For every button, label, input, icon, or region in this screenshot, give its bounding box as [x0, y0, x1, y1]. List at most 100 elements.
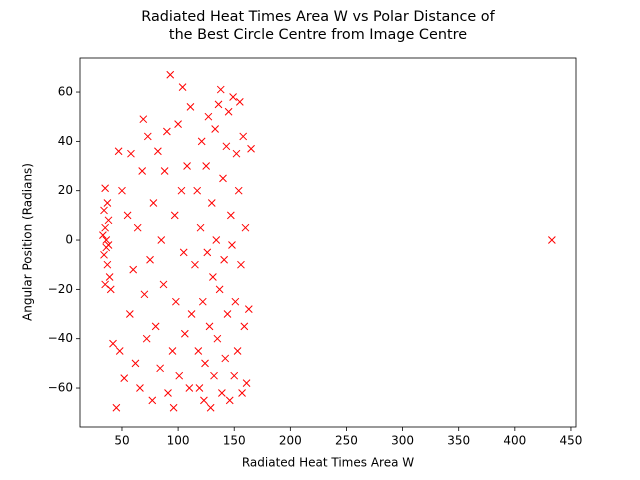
- scatter-point: [178, 83, 187, 91]
- scatter-point: [149, 199, 158, 207]
- chart-title-line: the Best Circle Centre from Image Centre: [169, 27, 467, 43]
- scatter-point: [164, 389, 172, 397]
- scatter-point: [104, 216, 113, 225]
- x-tick-label: 450: [559, 434, 582, 448]
- scatter-point: [112, 403, 121, 412]
- scatter-point: [180, 329, 189, 338]
- scatter-point: [218, 389, 226, 397]
- scatter-point: [154, 147, 162, 156]
- scatter-point: [133, 223, 142, 232]
- y-axis-label: Angular Position (Radians): [21, 163, 35, 321]
- x-axis-label: Radiated Heat Times Area W: [242, 456, 414, 470]
- chart-title-line: Radiated Heat Times Area W vs Polar Dist…: [141, 9, 495, 25]
- scatter-point: [146, 255, 154, 264]
- scatter-point: [240, 322, 249, 331]
- scatter-point: [103, 260, 112, 269]
- scatter-point: [210, 371, 218, 380]
- scatter-point: [148, 396, 157, 405]
- scatter-point: [201, 359, 209, 368]
- scatter-point: [202, 162, 211, 170]
- x-tick-label: 350: [447, 434, 470, 448]
- scatter-point: [222, 142, 231, 151]
- scatter-point: [198, 297, 207, 306]
- scatter-point: [179, 248, 188, 257]
- scatter-point: [204, 112, 213, 121]
- scatter-point: [187, 310, 196, 318]
- scatter-point: [241, 223, 250, 232]
- scatter-point: [205, 322, 214, 331]
- scatter-point: [183, 162, 191, 170]
- scatter-point: [239, 132, 248, 141]
- scatter-point: [230, 371, 239, 380]
- scatter-point: [219, 174, 227, 183]
- scatter-point: [157, 236, 166, 244]
- scatter-point: [120, 374, 129, 383]
- scatter-point: [212, 236, 221, 244]
- scatter-point: [200, 396, 208, 405]
- y-tick-label: 40: [58, 134, 73, 148]
- scatter-point: [211, 125, 219, 133]
- scatter-point: [106, 285, 115, 294]
- x-tick-label: 50: [114, 434, 129, 448]
- scatter-point: [232, 149, 241, 158]
- scatter-point: [131, 359, 140, 368]
- scatter-point: [143, 132, 152, 141]
- scatter-point: [125, 310, 134, 318]
- scatter-point: [209, 273, 217, 281]
- scatter-point: [220, 255, 228, 264]
- scatter-point: [186, 102, 195, 111]
- scatter-point: [163, 127, 171, 136]
- scatter-point: [100, 250, 108, 259]
- scatter-point: [103, 199, 112, 207]
- x-tick-label: 400: [503, 434, 526, 448]
- scatter-point: [175, 371, 184, 380]
- scatter-point: [159, 280, 168, 289]
- scatter-point: [227, 211, 235, 220]
- scatter-point: [233, 347, 242, 355]
- scatter-point: [109, 339, 117, 348]
- scatter-point: [114, 147, 123, 156]
- scatter-point: [548, 236, 556, 244]
- scatter-point: [197, 137, 206, 146]
- scatter-point: [101, 223, 109, 232]
- scatter-point: [225, 396, 234, 405]
- scatter-point: [169, 403, 178, 412]
- x-tick-label: 100: [167, 434, 190, 448]
- y-tick-label: 60: [58, 85, 73, 99]
- scatter-point: [207, 199, 216, 207]
- scatter-point: [160, 167, 169, 175]
- scatter-point: [185, 384, 194, 392]
- x-tick-label: 250: [335, 434, 358, 448]
- scatter-point: [101, 184, 109, 193]
- y-tick-label: −20: [48, 282, 73, 296]
- y-tick-label: −60: [48, 381, 73, 395]
- scatter-point: [99, 231, 107, 239]
- scatter-point: [168, 347, 177, 355]
- scatter-point: [242, 379, 251, 387]
- scatter-point: [231, 297, 240, 306]
- scatter-point: [203, 248, 212, 257]
- scatter-point: [136, 384, 144, 392]
- scatter-point: [166, 70, 175, 79]
- scatter-point: [127, 149, 135, 158]
- scatter-point: [206, 403, 215, 412]
- y-tick-label: 0: [65, 233, 73, 247]
- scatter-point: [102, 236, 111, 244]
- plot-frame: [79, 57, 577, 428]
- scatter-point: [237, 260, 245, 269]
- scatter-point: [172, 297, 180, 306]
- scatter-point: [244, 305, 253, 313]
- scatter-point: [105, 273, 114, 281]
- scatter-point: [228, 241, 236, 249]
- scatter-point: [100, 206, 108, 215]
- x-tick-label: 200: [279, 434, 302, 448]
- scatter-point: [195, 384, 204, 392]
- scatter-point: [138, 167, 147, 175]
- scatter-point: [140, 290, 149, 299]
- scatter-point: [213, 334, 222, 343]
- scatter-point: [177, 186, 186, 195]
- scatter-point: [196, 223, 205, 232]
- scatter-point: [104, 241, 113, 249]
- scatter-point: [170, 211, 179, 220]
